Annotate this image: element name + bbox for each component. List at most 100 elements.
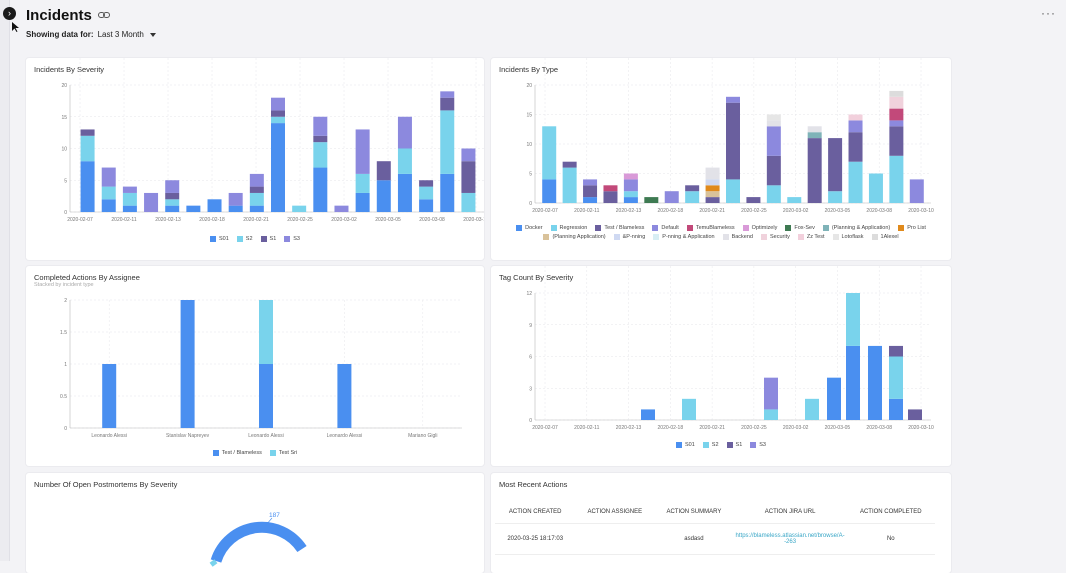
bar-segment[interactable] [807,132,822,139]
bar-segment[interactable] [144,192,159,212]
legend-item[interactable]: Zz Test [797,234,825,240]
bar-segment[interactable] [889,398,903,420]
bar-segment[interactable] [685,191,700,203]
bar-segment[interactable] [419,186,434,200]
legend-item[interactable]: Test Sri [269,450,297,456]
legend-item[interactable]: S2 [236,236,253,242]
bar-segment[interactable] [846,293,860,346]
bar-segment[interactable] [705,191,720,198]
bar-segment[interactable] [682,398,696,420]
bar-segment[interactable] [397,173,412,212]
bar-segment[interactable] [623,179,638,192]
bar-segment[interactable] [562,161,577,168]
legend-item[interactable]: Docker [516,225,543,231]
bar-segment[interactable] [848,114,863,121]
column-header[interactable]: ACTION CREATED [495,507,576,524]
legend-item[interactable]: P-nning & Application [653,234,715,240]
bar-segment[interactable] [542,179,557,203]
bar-segment[interactable] [909,179,924,203]
column-header[interactable]: ACTION JIRA URL [733,507,847,524]
table-row[interactable]: 2020-03-25 18:17:03 asdasd https://blame… [495,523,935,555]
bar-segment[interactable] [228,192,243,206]
bar-segment[interactable] [583,179,598,186]
legend-item[interactable]: Pro List [898,225,926,231]
legend-item[interactable]: S1 [726,442,742,448]
action-jira-link[interactable]: https://blameless.atlassian.net/browse/A… [733,523,847,555]
legend-item[interactable]: S1 [260,236,276,242]
bar-segment[interactable] [165,205,180,212]
bar-segment[interactable] [764,377,778,410]
legend-item[interactable]: (Planning Application) [543,234,606,240]
bar-segment[interactable] [766,155,781,186]
bar-segment[interactable] [397,148,412,174]
bar-segment[interactable] [705,185,720,192]
bar-segment[interactable] [355,173,370,193]
bar-segment[interactable] [80,129,95,136]
bar-segment[interactable] [102,364,117,428]
bar-segment[interactable] [292,205,307,212]
bar-segment[interactable] [868,345,882,420]
bar-segment[interactable] [180,300,195,428]
bar-segment[interactable] [623,191,638,198]
bar-segment[interactable] [705,167,720,180]
bar-segment[interactable] [122,205,137,212]
bar-segment[interactable] [271,116,285,124]
bar-segment[interactable] [908,409,922,420]
bar-segment[interactable] [186,205,201,212]
bar-segment[interactable] [440,97,455,111]
date-filter[interactable]: Showing data for: Last 3 Month [26,30,156,39]
link-icon[interactable] [97,11,110,19]
bar-segment[interactable] [165,180,180,193]
bar-segment[interactable] [562,167,577,203]
bar-segment[interactable] [705,197,720,203]
legend-item[interactable]: S01 [210,236,229,242]
legend-item[interactable]: TemuBlameless [686,225,735,231]
bar-segment[interactable] [313,142,328,168]
legend-item[interactable]: Lotoflask [832,234,864,240]
legend-item[interactable]: S3 [750,442,766,448]
bar-segment[interactable] [419,199,434,212]
bar-segment[interactable] [440,173,455,212]
column-header[interactable]: ACTION SUMMARY [654,507,734,524]
bar-segment[interactable] [848,120,863,133]
expand-sidebar-icon[interactable]: › [3,7,16,20]
legend-item[interactable]: S3 [284,236,300,242]
more-options-icon[interactable]: ··· [1041,6,1056,20]
bar-segment[interactable] [603,185,618,192]
bar-segment[interactable] [889,126,904,156]
bar-segment[interactable] [766,185,781,203]
bar-segment[interactable] [889,90,904,97]
bar-segment[interactable] [583,197,598,203]
bar-segment[interactable] [889,356,903,399]
bar-segment[interactable] [271,97,285,111]
bar-segment[interactable] [122,186,137,193]
legend-item[interactable]: 1Alexel [871,234,899,240]
bar-segment[interactable] [644,197,659,203]
bar-segment[interactable] [764,409,778,420]
bar-segment[interactable] [603,191,618,203]
legend-item[interactable]: Security [760,234,790,240]
bar-segment[interactable] [827,377,841,420]
bar-segment[interactable] [848,161,863,203]
column-header[interactable]: ACTION COMPLETED [846,507,935,524]
bar-segment[interactable] [440,91,455,98]
legend-item[interactable]: &P-nning [613,234,645,240]
legend-item[interactable]: Fox-Sev [785,225,815,231]
legend-item[interactable]: S2 [702,442,719,448]
bar-segment[interactable] [101,167,116,187]
bar-segment[interactable] [249,173,264,187]
bar-segment[interactable] [766,120,781,127]
bar-segment[interactable] [583,185,598,198]
bar-segment[interactable] [80,135,95,162]
bar-segment[interactable] [165,199,180,206]
legend-item[interactable]: Optimizely [742,225,777,231]
bar-segment[interactable] [461,161,476,193]
bar-segment[interactable] [846,345,860,420]
bar-segment[interactable] [787,197,802,203]
bar-segment[interactable] [868,173,883,204]
date-filter-value[interactable]: Last 3 Month [97,30,144,39]
bar-segment[interactable] [828,138,843,192]
bar-segment[interactable] [249,186,264,193]
column-header[interactable]: ACTION ASSIGNEE [575,507,655,524]
bar-segment[interactable] [664,191,679,203]
